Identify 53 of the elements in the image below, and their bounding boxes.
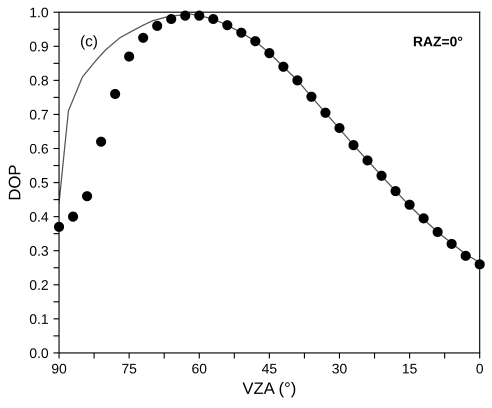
point xyxy=(306,92,317,102)
point xyxy=(194,10,204,21)
x-tick-label: 45 xyxy=(262,364,277,374)
point xyxy=(376,170,387,181)
y-tick-label: 0.7 xyxy=(30,110,48,120)
y-tick-label: 0.2 xyxy=(30,280,48,290)
y-tick-label: 0.5 xyxy=(30,178,48,188)
point xyxy=(124,51,134,62)
y-tick-label: 0.6 xyxy=(30,144,48,154)
annotation: (c) xyxy=(81,35,97,50)
point xyxy=(474,259,485,270)
point xyxy=(222,20,232,30)
y-tick-label: 0.8 xyxy=(30,76,48,86)
point xyxy=(446,238,457,249)
point xyxy=(460,250,471,261)
annotation: RAZ=0° xyxy=(414,36,462,46)
point xyxy=(180,10,190,21)
x-tick-label: 90 xyxy=(52,364,66,374)
x-tick-label: 30 xyxy=(332,364,347,374)
point xyxy=(292,75,302,86)
point xyxy=(404,200,415,210)
point xyxy=(110,88,120,100)
point xyxy=(138,32,148,43)
x-tick-label: 75 xyxy=(122,364,136,374)
point xyxy=(152,20,162,31)
point xyxy=(208,14,218,24)
point xyxy=(236,28,246,38)
point xyxy=(418,213,429,224)
y-tick-label: 0.0 xyxy=(30,348,48,358)
point xyxy=(250,36,260,46)
x-tick-label: 15 xyxy=(402,364,417,374)
point xyxy=(432,226,443,238)
point xyxy=(54,222,64,232)
y-tick-label: 1.0 xyxy=(30,8,48,18)
y-tick-label: 0.9 xyxy=(30,42,48,52)
point xyxy=(390,186,401,196)
point xyxy=(278,62,288,72)
y-axis-title: DOP xyxy=(8,165,20,200)
point xyxy=(264,48,274,58)
point xyxy=(362,155,373,166)
point xyxy=(82,191,92,202)
point xyxy=(96,136,106,147)
x-axis-title: VZA (°) xyxy=(242,382,296,398)
point xyxy=(166,14,176,24)
point xyxy=(68,212,78,222)
point xyxy=(334,122,345,134)
point xyxy=(348,140,359,150)
y-tick-label: 0.1 xyxy=(30,314,48,324)
point xyxy=(320,108,331,118)
y-tick-label: 0.3 xyxy=(30,246,48,256)
y-tick-label: 0.4 xyxy=(30,212,48,222)
x-tick-label: 0 xyxy=(476,364,484,374)
x-tick-label: 60 xyxy=(192,364,206,374)
